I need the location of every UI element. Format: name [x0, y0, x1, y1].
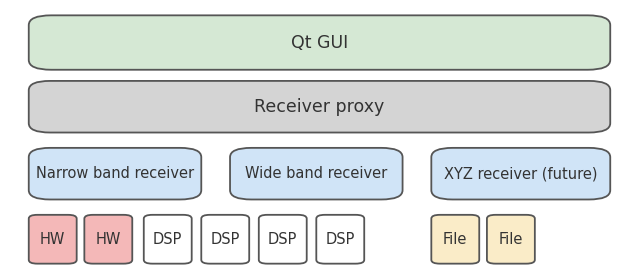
Text: DSP: DSP — [268, 232, 297, 247]
Text: Qt GUI: Qt GUI — [291, 33, 348, 52]
Text: File: File — [498, 232, 523, 247]
FancyBboxPatch shape — [29, 15, 610, 70]
Text: XYZ receiver (future): XYZ receiver (future) — [444, 166, 597, 181]
FancyBboxPatch shape — [29, 215, 77, 264]
Text: DSP: DSP — [326, 232, 355, 247]
FancyBboxPatch shape — [431, 215, 479, 264]
Text: File: File — [443, 232, 468, 247]
FancyBboxPatch shape — [144, 215, 192, 264]
Text: Wide band receiver: Wide band receiver — [245, 166, 387, 181]
FancyBboxPatch shape — [487, 215, 535, 264]
Text: HW: HW — [96, 232, 121, 247]
FancyBboxPatch shape — [259, 215, 307, 264]
FancyBboxPatch shape — [431, 148, 610, 199]
FancyBboxPatch shape — [84, 215, 132, 264]
FancyBboxPatch shape — [230, 148, 403, 199]
Text: DSP: DSP — [153, 232, 182, 247]
Text: HW: HW — [40, 232, 65, 247]
Text: DSP: DSP — [211, 232, 240, 247]
FancyBboxPatch shape — [29, 148, 201, 199]
FancyBboxPatch shape — [201, 215, 249, 264]
Text: Receiver proxy: Receiver proxy — [254, 98, 385, 116]
FancyBboxPatch shape — [29, 81, 610, 133]
Text: Narrow band receiver: Narrow band receiver — [36, 166, 194, 181]
FancyBboxPatch shape — [316, 215, 364, 264]
